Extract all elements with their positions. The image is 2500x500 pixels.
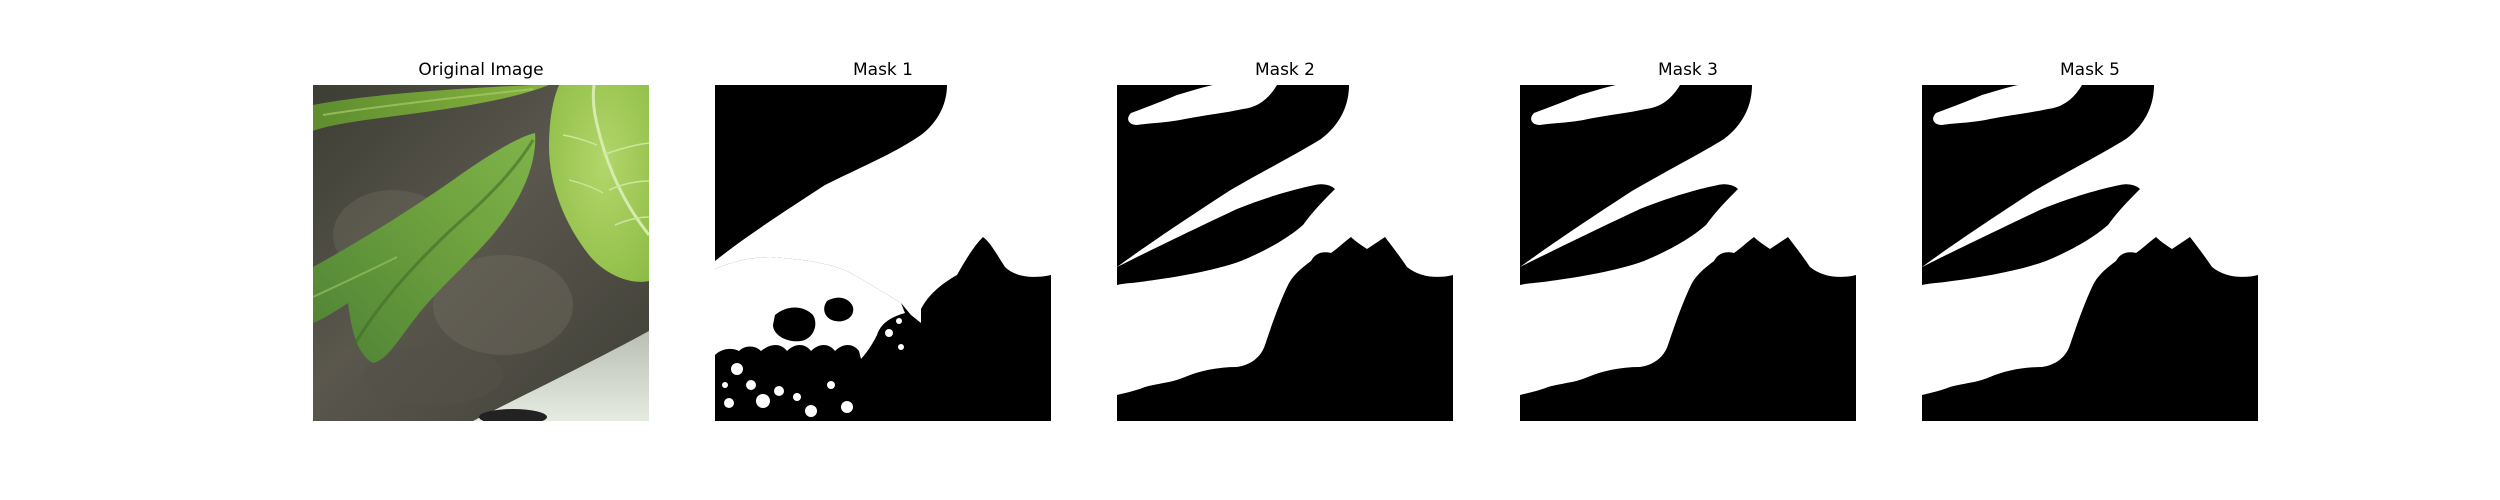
mask-5-image [1922,85,2258,421]
panel-mask-3: Mask 3 [1520,0,1856,500]
mask-2-image [1117,85,1453,421]
mask-3-image [1520,85,1856,421]
panel-mask-1: Mask 1 [715,0,1051,500]
panel-original-image: Original Image [313,0,649,500]
panel-title-mask-1: Mask 1 [852,60,913,80]
panel-title-mask-3: Mask 3 [1657,60,1718,80]
panel-mask-2: Mask 2 [1117,0,1453,500]
panel-title-mask-2: Mask 2 [1254,60,1315,80]
panel-title-mask-5: Mask 5 [2059,60,2120,80]
mask-1-image [715,85,1051,421]
panel-mask-5: Mask 5 [1922,0,2258,500]
panel-title-original-image: Original Image [418,60,544,80]
original-image [313,85,649,421]
